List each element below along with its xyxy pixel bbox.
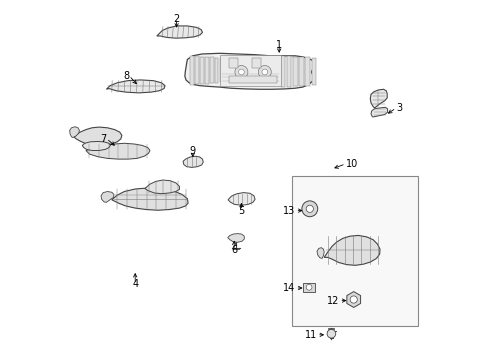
Polygon shape <box>145 180 179 194</box>
Polygon shape <box>82 141 110 150</box>
Polygon shape <box>317 248 324 258</box>
Polygon shape <box>195 56 199 84</box>
Text: 7: 7 <box>100 134 106 144</box>
Polygon shape <box>305 57 310 86</box>
Circle shape <box>235 66 248 78</box>
Text: 13: 13 <box>283 206 295 216</box>
Polygon shape <box>287 56 292 87</box>
Text: 8: 8 <box>123 71 129 81</box>
Polygon shape <box>228 193 255 205</box>
Polygon shape <box>205 57 209 84</box>
Text: 11: 11 <box>305 330 317 340</box>
Polygon shape <box>106 80 165 93</box>
Polygon shape <box>324 235 380 265</box>
Polygon shape <box>101 192 114 202</box>
Bar <box>292 176 418 326</box>
Polygon shape <box>312 58 316 85</box>
Polygon shape <box>112 188 188 210</box>
Polygon shape <box>74 127 122 145</box>
Polygon shape <box>157 26 202 38</box>
Polygon shape <box>229 76 277 83</box>
Polygon shape <box>210 57 214 83</box>
Polygon shape <box>190 56 194 85</box>
Text: 10: 10 <box>346 159 358 169</box>
Polygon shape <box>220 58 223 82</box>
Polygon shape <box>215 58 219 83</box>
Polygon shape <box>252 58 261 68</box>
Bar <box>303 283 315 292</box>
Circle shape <box>306 284 312 290</box>
Polygon shape <box>183 156 203 167</box>
Polygon shape <box>371 107 388 117</box>
Circle shape <box>262 69 268 75</box>
Text: 5: 5 <box>238 206 245 216</box>
Text: 14: 14 <box>283 283 295 293</box>
Polygon shape <box>370 89 387 108</box>
Circle shape <box>302 201 318 217</box>
Polygon shape <box>228 234 245 242</box>
Polygon shape <box>229 58 238 68</box>
Text: 1: 1 <box>276 40 282 50</box>
Text: 4: 4 <box>132 279 138 289</box>
Polygon shape <box>70 127 79 138</box>
Polygon shape <box>281 56 285 87</box>
Text: 12: 12 <box>327 296 339 306</box>
Polygon shape <box>293 57 297 86</box>
Text: 6: 6 <box>231 245 237 255</box>
Polygon shape <box>299 57 304 86</box>
Circle shape <box>350 296 357 303</box>
Polygon shape <box>220 55 281 86</box>
Text: 2: 2 <box>173 14 180 24</box>
Text: 9: 9 <box>190 146 196 156</box>
Circle shape <box>327 329 336 338</box>
Polygon shape <box>86 143 150 159</box>
Polygon shape <box>347 292 361 307</box>
Circle shape <box>306 205 314 212</box>
Circle shape <box>239 69 245 75</box>
Text: 3: 3 <box>396 103 402 113</box>
Polygon shape <box>200 57 204 84</box>
Circle shape <box>258 66 271 78</box>
Polygon shape <box>185 53 315 89</box>
